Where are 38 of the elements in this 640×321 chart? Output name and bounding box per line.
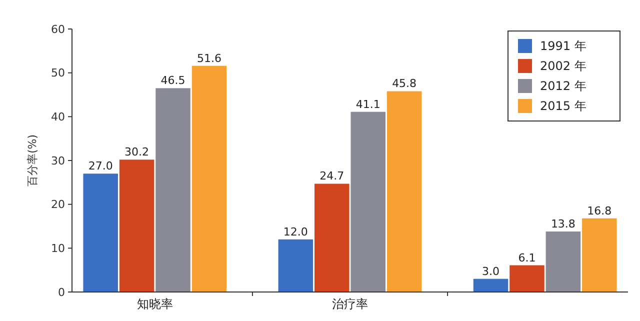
bar xyxy=(510,265,544,292)
y-tick-label: 30 xyxy=(51,154,65,168)
bar xyxy=(156,88,190,292)
data-label: 46.5 xyxy=(160,74,186,88)
bar xyxy=(350,112,386,292)
y-tick-label: 10 xyxy=(51,242,65,256)
data-label: 51.6 xyxy=(196,52,222,65)
bar xyxy=(314,184,350,292)
bar xyxy=(192,66,227,292)
y-axis-title: 百分率(%) xyxy=(26,134,39,187)
bar xyxy=(278,239,314,292)
bar xyxy=(473,278,508,292)
data-label: 6.1 xyxy=(518,251,536,264)
bar xyxy=(546,232,581,292)
y-tick-label: 20 xyxy=(51,198,65,212)
x-tick-label: 治疗率 xyxy=(332,297,368,311)
bar xyxy=(83,174,118,292)
y-tick-label: 50 xyxy=(51,66,65,80)
bar xyxy=(582,218,617,292)
data-label: 30.2 xyxy=(124,146,150,159)
legend-label: 2015 年 xyxy=(540,99,586,114)
data-label: 13.8 xyxy=(550,218,576,231)
data-label: 16.8 xyxy=(587,204,612,218)
data-label: 27.0 xyxy=(88,160,113,173)
y-tick-label: 60 xyxy=(51,22,65,36)
y-tick-label: 0 xyxy=(58,286,65,299)
data-label: 12.0 xyxy=(283,225,308,238)
y-tick-label: 40 xyxy=(51,110,65,124)
data-label: 24.7 xyxy=(320,170,344,183)
data-label: 45.8 xyxy=(392,77,417,90)
bar xyxy=(119,160,154,292)
bar xyxy=(386,91,422,292)
legend-label: 2002 年 xyxy=(540,59,586,74)
data-label: 3.0 xyxy=(482,264,500,278)
data-label: 41.1 xyxy=(356,98,380,111)
legend-label: 1991 年 xyxy=(540,39,586,54)
legend-label: 2012 年 xyxy=(540,79,586,94)
x-tick-label: 知晓率 xyxy=(136,297,173,311)
